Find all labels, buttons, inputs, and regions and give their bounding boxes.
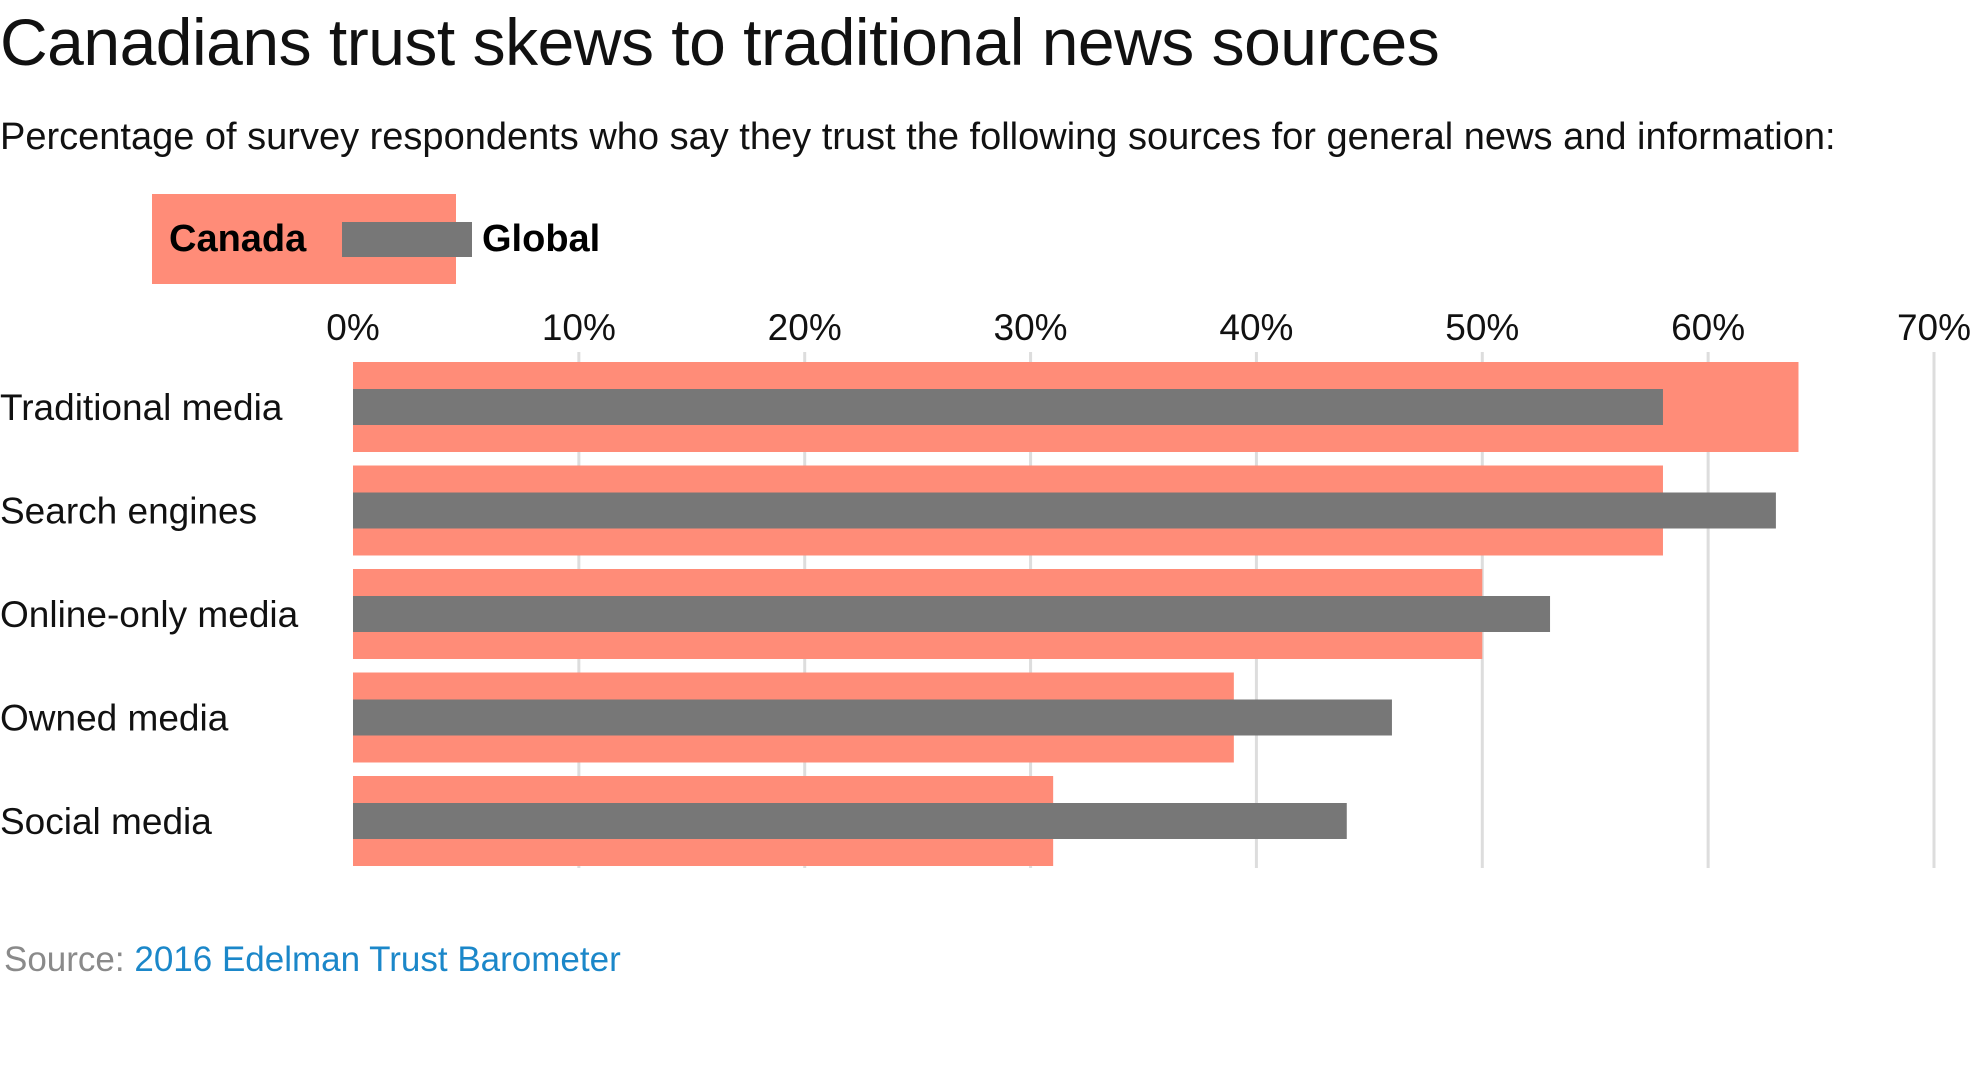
category-label: Social media <box>0 801 212 842</box>
source-prefix: Source: <box>4 940 134 979</box>
bar-global <box>353 389 1663 425</box>
source-note: Source: 2016 Edelman Trust Barometer <box>4 940 621 980</box>
x-tick-label: 70% <box>1897 307 1971 348</box>
source-link[interactable]: 2016 Edelman Trust Barometer <box>134 940 620 979</box>
x-tick-label: 0% <box>326 307 379 348</box>
bar-global <box>353 596 1550 632</box>
x-tick-label: 10% <box>542 307 616 348</box>
x-tick-label: 30% <box>994 307 1068 348</box>
x-axis-ticks: 0% 10% 20% 30% 40% 50% 60% 70% <box>326 307 1971 348</box>
category-label: Traditional media <box>0 387 283 428</box>
category-label: Online-only media <box>0 594 299 635</box>
x-tick-label: 20% <box>768 307 842 348</box>
bar-global <box>353 700 1392 736</box>
bar-global <box>353 493 1776 529</box>
category-label: Search engines <box>0 491 257 532</box>
x-tick-label: 50% <box>1445 307 1519 348</box>
x-tick-label: 60% <box>1671 307 1745 348</box>
bar-global <box>353 803 1347 839</box>
x-tick-label: 40% <box>1219 307 1293 348</box>
category-label: Owned media <box>0 698 229 739</box>
bars <box>353 362 1798 866</box>
category-labels: Traditional media Search engines Online-on… <box>0 387 299 842</box>
